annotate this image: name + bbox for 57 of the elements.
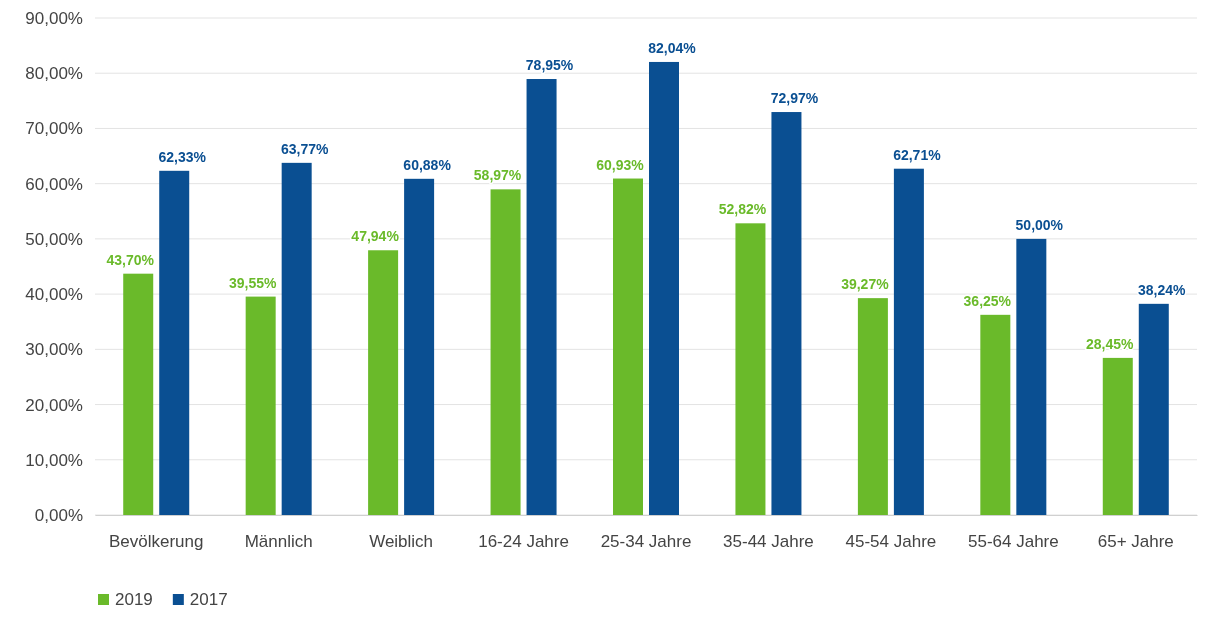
y-tick-label: 70,00%: [25, 119, 83, 139]
data-label: 62,71%: [893, 146, 942, 163]
data-label: 39,27%: [841, 276, 890, 293]
x-tick-label: 45-54 Jahre: [845, 532, 937, 552]
data-label: 38,24%: [1138, 281, 1187, 298]
data-label: 78,95%: [525, 57, 574, 74]
bar: [735, 223, 766, 515]
bar: [771, 112, 802, 515]
y-tick-label: 10,00%: [25, 450, 83, 470]
bar: [368, 250, 399, 515]
x-tick-label: Bevölkerung: [108, 532, 204, 552]
data-label: 58,97%: [473, 167, 522, 184]
data-label: 47,94%: [351, 228, 400, 245]
bar: [159, 170, 190, 515]
bar: [1138, 303, 1169, 515]
x-tick-label: 35-44 Jahre: [723, 532, 814, 552]
data-label: 63,77%: [280, 140, 329, 157]
bar: [649, 61, 679, 515]
data-label: 50,00%: [1015, 216, 1064, 233]
bar: [245, 296, 276, 515]
bar: [404, 178, 435, 515]
legend-label: 2017: [189, 590, 228, 609]
bar: [893, 168, 924, 515]
y-tick-label: 50,00%: [25, 229, 83, 249]
data-label: 60,88%: [403, 156, 452, 173]
bar: [526, 79, 557, 515]
data-label: 60,93%: [596, 156, 645, 173]
legend-label: 2019: [115, 590, 153, 609]
x-tick-label: 55-64 Jahre: [967, 532, 1059, 552]
y-tick-label: 20,00%: [25, 395, 83, 415]
data-label: 72,97%: [770, 90, 819, 107]
bar: [281, 162, 312, 515]
x-tick-label: Weiblich: [369, 532, 434, 552]
data-label: 52,82%: [718, 201, 767, 218]
x-tick-label: 16-24 Jahre: [478, 532, 569, 552]
data-label: 28,45%: [1086, 335, 1135, 352]
data-label: 43,70%: [106, 251, 155, 268]
y-tick-label: 80,00%: [25, 64, 83, 84]
x-tick-label: 65+ Jahre: [1097, 532, 1174, 552]
bar: [123, 273, 154, 515]
y-tick-label: 0,00%: [34, 505, 83, 525]
bar: [613, 178, 643, 515]
bar: [1016, 238, 1047, 515]
bar: [1102, 357, 1133, 515]
bar: [857, 298, 888, 515]
data-label: 62,33%: [158, 148, 207, 165]
bar: [490, 189, 521, 515]
data-label: 36,25%: [963, 292, 1012, 309]
y-tick-label: 40,00%: [25, 285, 83, 305]
bar: [980, 314, 1011, 515]
x-tick-label: Männlich: [244, 532, 313, 552]
data-label: 39,55%: [228, 274, 277, 291]
y-tick-label: 60,00%: [25, 174, 83, 194]
y-tick-label: 30,00%: [25, 340, 83, 360]
x-tick-label: 25-34 Jahre: [600, 532, 692, 552]
data-label: 82,04%: [648, 39, 697, 56]
y-tick-label: 90,00%: [25, 8, 83, 28]
